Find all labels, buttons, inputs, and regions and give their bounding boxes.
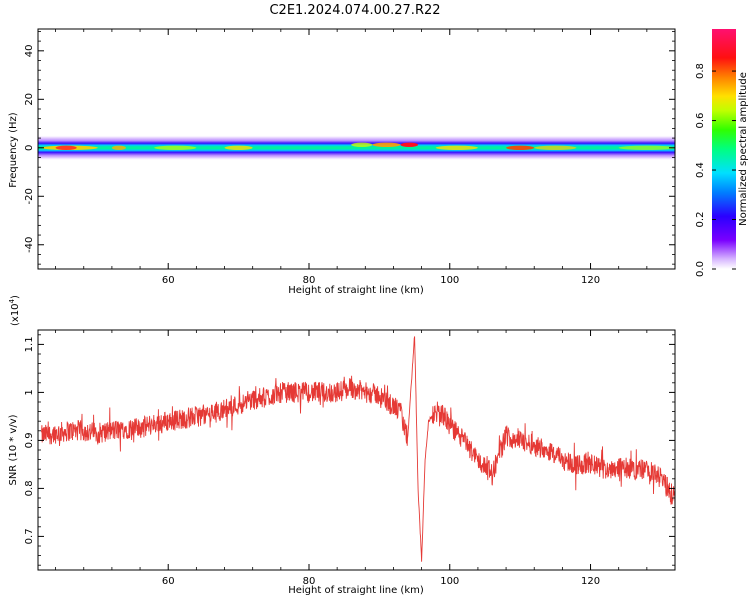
spectrogram-xlabel: Height of straight line (km) [288,285,424,296]
colorbar-tick-label: 0.0 [695,261,706,277]
x-tick-label: 120 [581,576,600,587]
spectrogram-band [38,135,675,161]
x-tick-label: 80 [303,576,316,587]
spectrogram-frame [37,28,676,270]
colorbar-gradient [712,29,736,269]
spectrogram-hotspot [154,145,197,150]
y-tick-label: -40 [24,237,35,253]
spectrogram-hotspot [224,145,253,150]
spectrogram-hotspot [111,145,126,150]
colorbar-tick-label: 0.4 [695,162,706,178]
spectrogram-hotspot [618,145,675,150]
snr-multiplier: (x104) [8,295,21,326]
y-tick-label: -20 [24,188,35,204]
y-tick-label: 1.1 [24,336,35,352]
spectrogram-hotspot [506,145,535,150]
y-tick-label: 1 [24,389,35,395]
spectrogram-panel: 60 80 100 120 -40 -20 0 20 40 Height of straigh… [8,28,676,296]
spectrogram-band-body [38,135,675,161]
colorbar-tick-label: 0.8 [695,63,706,79]
snr-multiplier-close: ) [10,295,21,299]
spectrogram-hotspot [435,145,478,150]
x-tick-label: 60 [162,576,175,587]
x-tick-label: 120 [581,275,600,286]
colorbar-tick-label: 0.2 [695,212,706,228]
spectrogram-ylabel: Frequency (Hz) [8,112,19,188]
snr-x-ticks: 60 80 100 120 [55,330,676,587]
spectrogram-hotspot [351,142,373,147]
colorbar-label: Normalized spectral amplitude [738,72,749,226]
spectrogram-hotspot [55,145,77,150]
y-tick-label: 0.9 [24,432,35,448]
x-tick-label: 60 [162,275,175,286]
spectrogram-hotspot [400,142,419,147]
snr-y-ticks: 0.7 0.8 0.9 1 1.1 [24,334,675,566]
snr-multiplier-base: (x10 [10,303,21,326]
y-tick-label: 0 [24,145,35,151]
y-tick-label: 0.7 [24,528,35,544]
x-tick-label: 80 [303,275,316,286]
snr-multiplier-exp: 4 [8,298,16,303]
snr-panel: 60 80 100 120 0.7 0.8 0.9 1 1.1 Height of strai… [8,295,676,596]
svg-text:(x104): (x104) [8,295,21,326]
snr-ylabel: SNR (10 * v/v) [8,414,19,485]
snr-series-line [41,336,675,562]
x-tick-label: 100 [440,275,459,286]
y-tick-label: 40 [24,44,35,57]
chart-title: C2E1.2024.074.00.27.R22 [269,3,440,18]
spectrogram-hotspot [372,142,401,147]
y-tick-label: 0.8 [24,480,35,496]
colorbar: 0.0 0.2 0.4 0.6 0.8 Normalized spectral ampl… [695,29,749,277]
x-tick-label: 100 [440,576,459,587]
y-tick-label: 20 [24,93,35,106]
snr-frame [37,329,676,571]
snr-xlabel: Height of straight line (km) [288,585,424,596]
spectrogram-x-ticks: 60 80 100 120 [55,29,676,286]
spectrogram-y-ticks: -40 -20 0 20 40 [24,31,675,265]
colorbar-tick-label: 0.6 [695,113,706,129]
colorbar-ticks: 0.0 0.2 0.4 0.6 0.8 [695,63,736,277]
spectrogram-hotspot [534,145,577,150]
